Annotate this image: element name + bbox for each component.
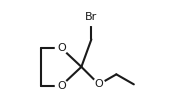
Text: Br: Br xyxy=(85,12,97,22)
Circle shape xyxy=(93,78,105,90)
Text: O: O xyxy=(57,81,66,91)
Circle shape xyxy=(55,80,67,92)
Text: O: O xyxy=(94,79,103,89)
Text: O: O xyxy=(57,43,66,53)
Circle shape xyxy=(55,42,67,54)
Circle shape xyxy=(83,8,100,25)
